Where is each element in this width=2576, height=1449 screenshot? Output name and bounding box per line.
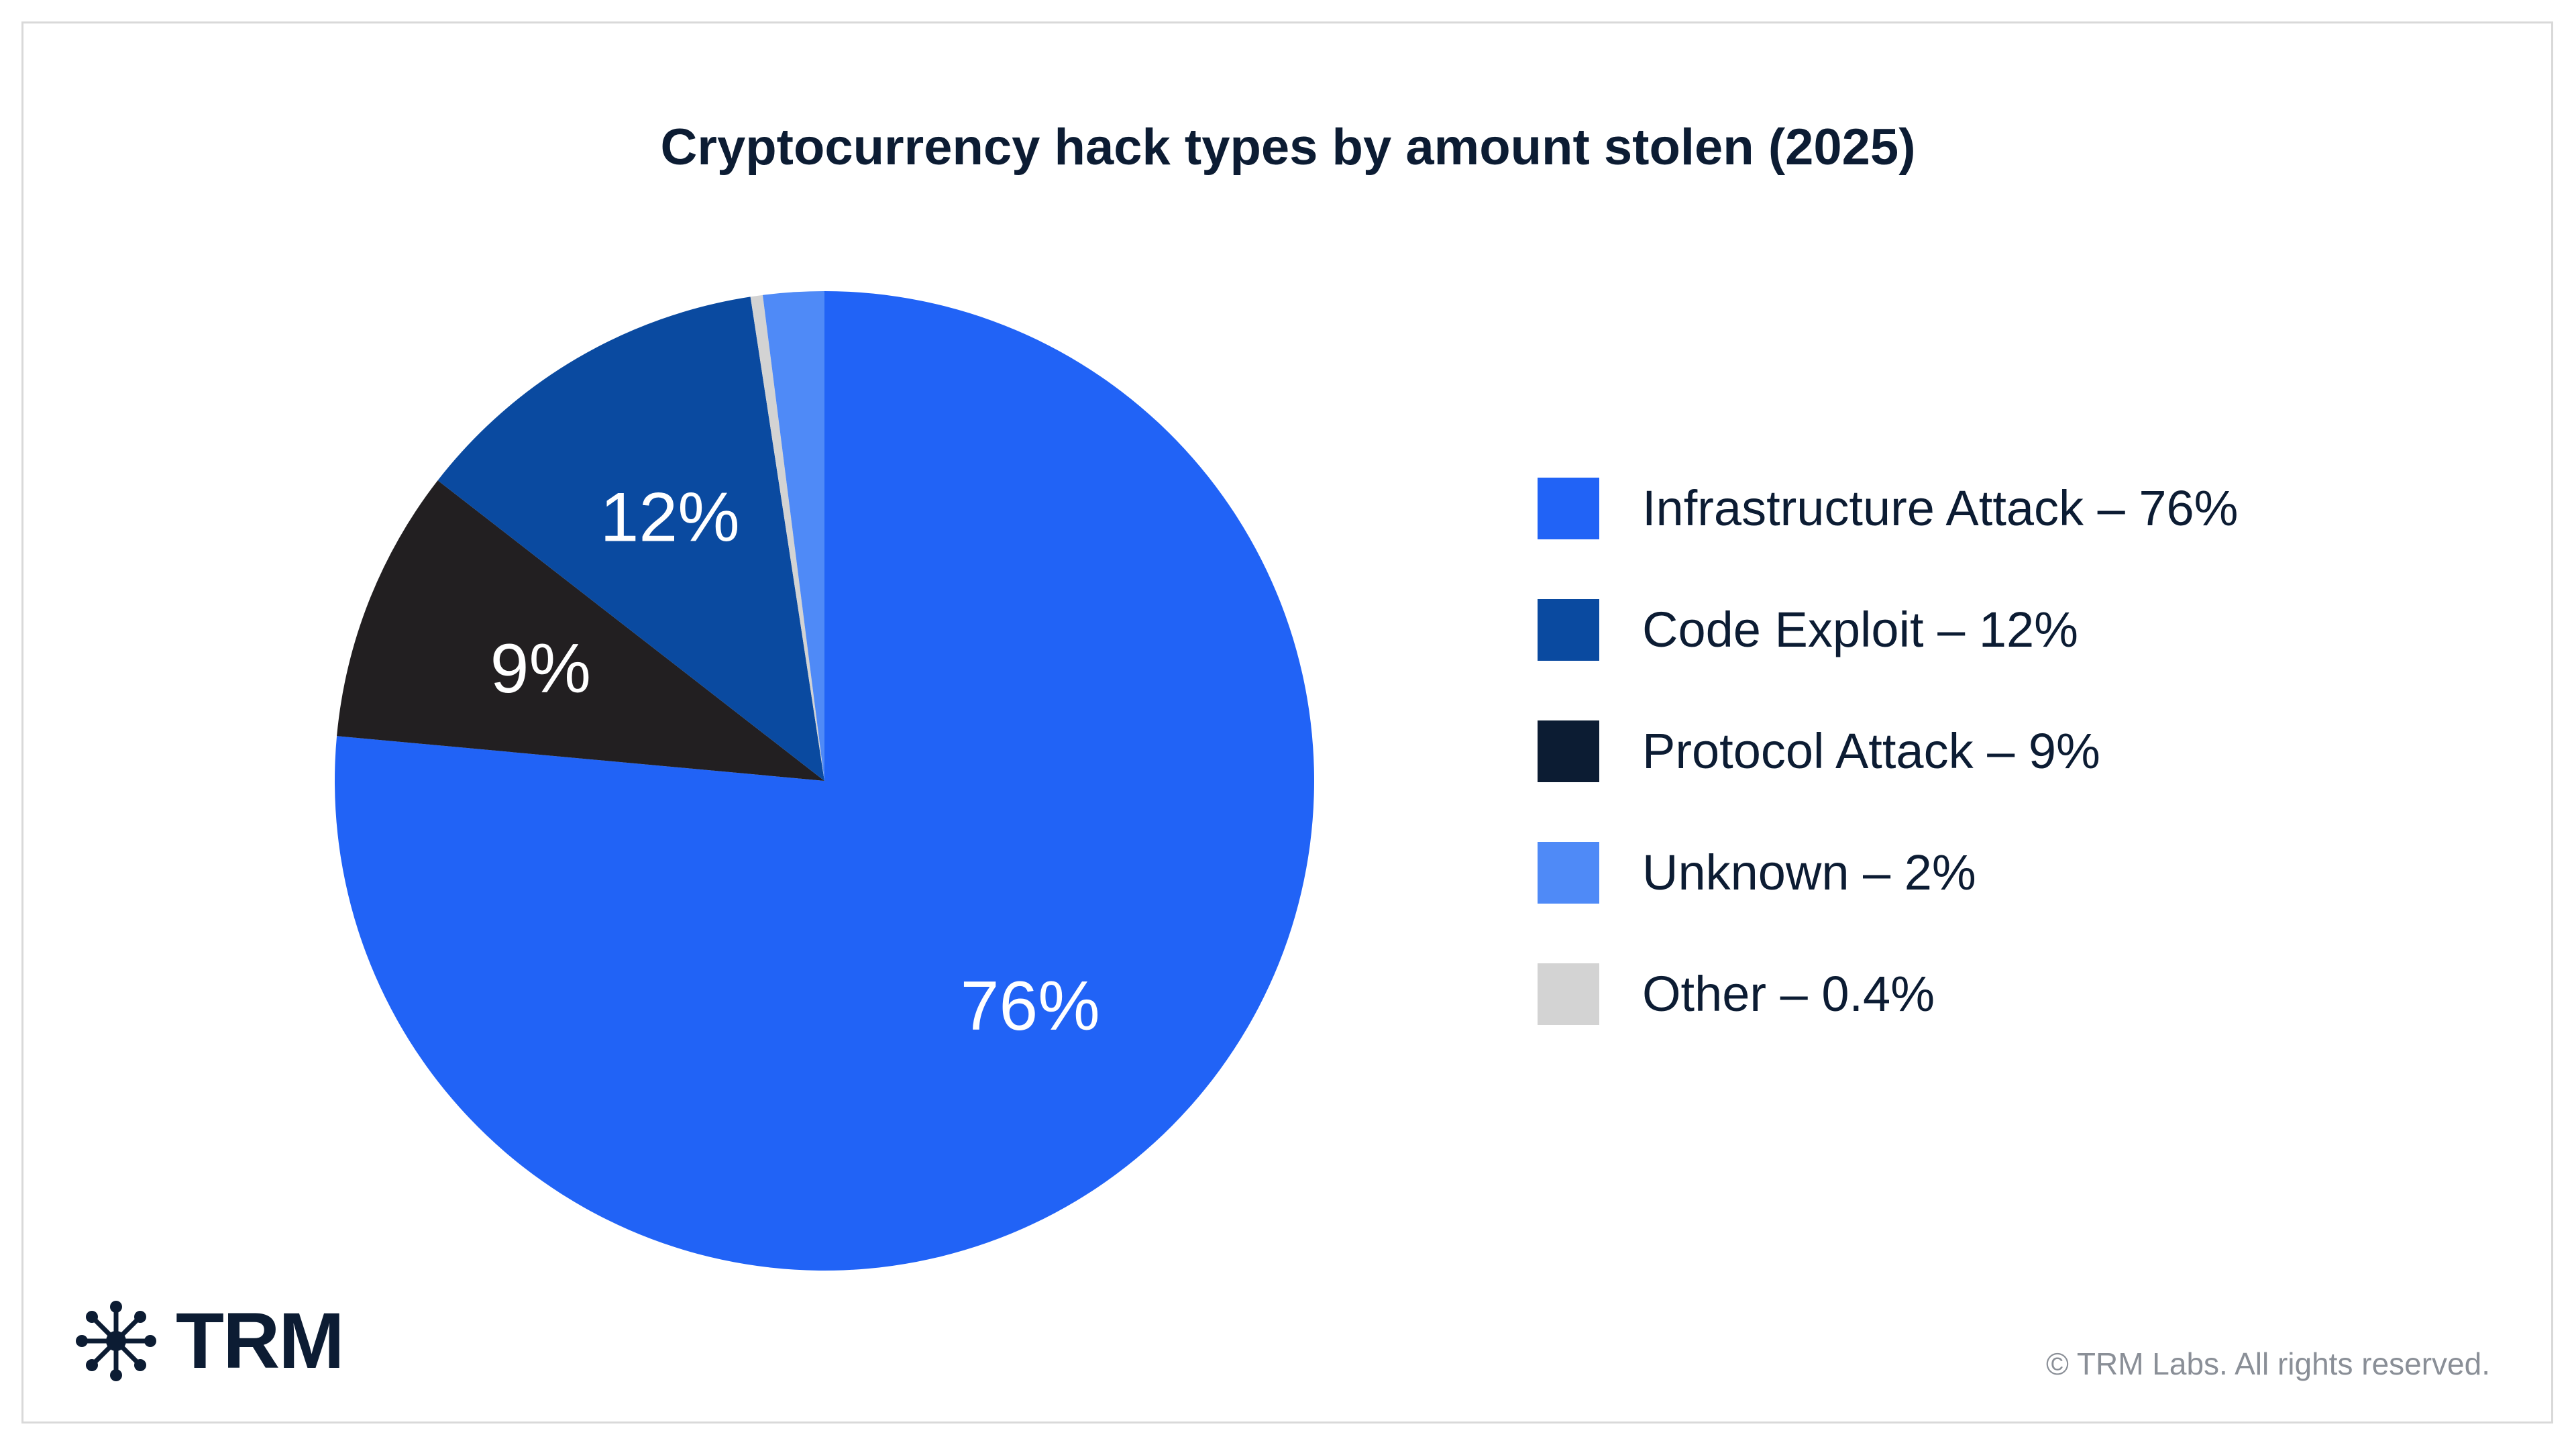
pie-slice-protocol-attack [337, 480, 824, 781]
pie-slice-label: 9% [490, 630, 591, 708]
pie-slice-other [750, 294, 824, 781]
network-icon [76, 1301, 156, 1381]
logo-wordmark: TRM [176, 1297, 345, 1385]
legend-item-unknown: Unknown – 2% [1538, 842, 2410, 904]
pie-slice-infrastructure-attack [334, 291, 1314, 1271]
legend-swatch [1538, 963, 1599, 1025]
legend-item-other: Other – 0.4% [1538, 963, 2410, 1025]
pie-slice-label: 12% [600, 479, 740, 557]
legend-swatch [1538, 842, 1599, 904]
legend-swatch [1538, 478, 1599, 539]
legend-swatch [1538, 720, 1599, 782]
legend-item-infrastructure-attack: Infrastructure Attack – 76% [1538, 478, 2410, 539]
legend-swatch [1538, 599, 1599, 661]
legend-label: Unknown – 2% [1642, 845, 1976, 900]
legend-label: Other – 0.4% [1642, 966, 1935, 1022]
legend-item-protocol-attack: Protocol Attack – 9% [1538, 720, 2410, 782]
pie-slice-label: 76% [961, 967, 1100, 1045]
chart-title: Cryptocurrency hack types by amount stol… [660, 119, 1916, 176]
legend-item-code-exploit: Code Exploit – 12% [1538, 599, 2410, 661]
pie-slice-code-exploit [437, 297, 824, 781]
pie-slice-unknown [762, 291, 824, 781]
legend-label: Protocol Attack – 9% [1642, 723, 2100, 779]
legend-label: Code Exploit – 12% [1642, 602, 2078, 657]
legend-label: Infrastructure Attack – 76% [1642, 480, 2239, 536]
copyright-notice: © TRM Labs. All rights reserved. [2046, 1346, 2490, 1381]
